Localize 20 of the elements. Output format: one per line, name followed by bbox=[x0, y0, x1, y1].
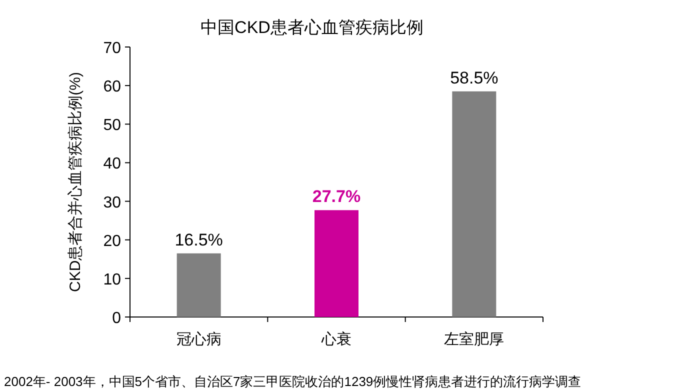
y-tick-label: 70 bbox=[103, 40, 122, 57]
bar bbox=[452, 91, 496, 317]
data-label: 27.7% bbox=[312, 187, 361, 206]
y-axis-title: CKD患者合并心血管疾病比例(%) bbox=[67, 72, 84, 292]
y-tick-label: 40 bbox=[103, 156, 122, 173]
chart-title: 中国CKD患者心血管疾病比例 bbox=[200, 18, 424, 37]
data-label: 16.5% bbox=[174, 230, 223, 250]
y-tick-label: 10 bbox=[103, 271, 122, 288]
data-label: 58.5% bbox=[450, 68, 498, 88]
y-tick-label: 30 bbox=[103, 194, 122, 212]
y-tick-label: 50 bbox=[103, 117, 122, 134]
y-tick-label: 0 bbox=[112, 310, 122, 327]
bar bbox=[176, 253, 221, 317]
y-tick-label: 20 bbox=[103, 232, 122, 250]
x-tick-label: 心衰 bbox=[320, 331, 352, 348]
x-tick-label: 左室肥厚 bbox=[444, 331, 504, 348]
x-tick-label: 冠心病 bbox=[176, 331, 222, 348]
bar bbox=[314, 210, 358, 317]
y-tick-label: 60 bbox=[103, 78, 122, 96]
text: 2002年- 2003年，中国5个省市、自治区7家三甲医院收治的1239例慢性肾病患者进行的流行病学调查 bbox=[4, 374, 582, 389]
